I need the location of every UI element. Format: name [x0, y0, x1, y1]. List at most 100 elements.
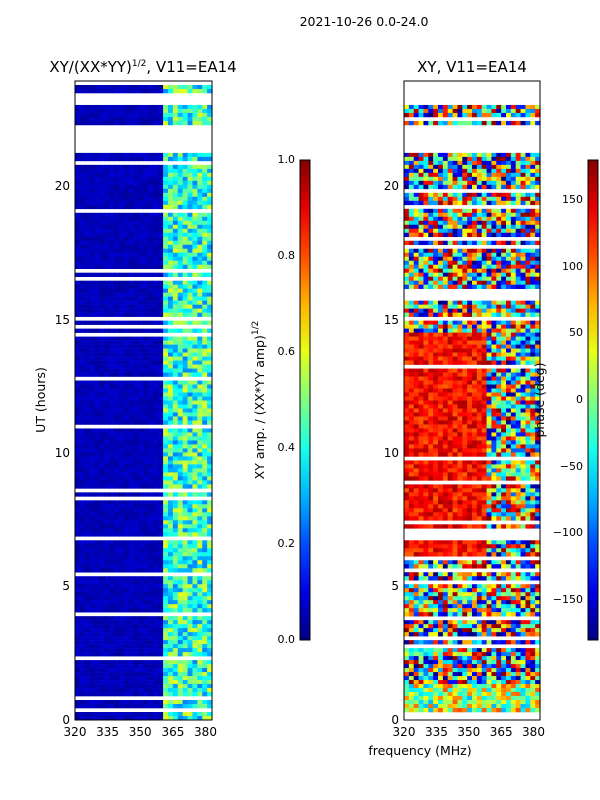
heatmap-cell — [133, 416, 140, 421]
heatmap-cell — [94, 556, 101, 561]
heatmap-cell — [428, 176, 434, 182]
heatmap-cell — [182, 464, 189, 469]
heatmap-cell — [467, 224, 473, 230]
heatmap-cell — [138, 548, 145, 553]
heatmap-cell — [172, 672, 179, 677]
heatmap-cell — [99, 596, 105, 601]
heatmap-cell — [506, 344, 512, 349]
heatmap-cell — [202, 568, 208, 573]
heatmap-cell — [177, 524, 184, 529]
heatmap-cell — [172, 548, 179, 553]
heatmap-cell — [114, 456, 120, 461]
heatmap-cell — [202, 300, 208, 305]
heatmap-cell — [207, 256, 213, 262]
heatmap-cell — [114, 184, 120, 190]
heatmap-cell — [163, 284, 169, 289]
heatmap-cell — [433, 300, 439, 305]
heatmap-cell — [172, 560, 179, 565]
heatmap-cell — [148, 576, 154, 581]
heatmap-cell — [452, 180, 459, 186]
heatmap-cell — [182, 244, 189, 250]
heatmap-cell — [486, 112, 493, 118]
heatmap-cell — [520, 240, 527, 246]
heatmap-cell — [119, 152, 125, 158]
heatmap-cell — [75, 508, 81, 513]
heatmap-cell — [172, 508, 179, 513]
heatmap-cell — [89, 480, 96, 485]
heatmap-cell — [192, 384, 198, 389]
heatmap-cell — [104, 408, 110, 413]
heatmap-cell — [119, 392, 125, 397]
heatmap-cell — [182, 700, 189, 705]
heatmap-cell — [75, 660, 81, 665]
heatmap-cell — [476, 184, 483, 190]
heatmap-cell — [104, 624, 110, 629]
heatmap-cell — [158, 264, 164, 269]
heatmap-cell — [148, 680, 154, 685]
heatmap-cell — [138, 676, 145, 681]
heatmap-cell — [172, 232, 179, 238]
heatmap-cell — [119, 716, 125, 721]
heatmap-cell — [99, 380, 105, 385]
heatmap-cell — [207, 664, 213, 669]
heatmap-cell — [109, 616, 115, 621]
heatmap-cell — [486, 108, 493, 114]
heatmap-cell — [104, 392, 110, 397]
heatmap-cell — [123, 704, 130, 709]
heatmap-cell — [123, 240, 130, 246]
heatmap-cell — [491, 168, 497, 174]
heatmap-cell — [172, 452, 179, 457]
heatmap-cell — [143, 504, 149, 509]
heatmap-cell — [133, 368, 140, 373]
heatmap-cell — [94, 264, 101, 269]
heatmap-cell — [128, 548, 135, 553]
heatmap-cell — [99, 524, 105, 529]
heatmap-cell — [75, 164, 81, 170]
heatmap-cell — [163, 444, 169, 449]
heatmap-cell — [123, 608, 130, 613]
heatmap-cell — [123, 524, 130, 529]
heatmap-cell — [138, 172, 145, 178]
heatmap-cell — [413, 220, 420, 226]
heatmap-cell — [167, 152, 174, 158]
heatmap-cell — [123, 392, 130, 397]
heatmap-cell — [148, 676, 154, 681]
heatmap-cell — [109, 584, 115, 589]
heatmap-cell — [114, 500, 120, 505]
heatmap-cell — [119, 256, 125, 262]
heatmap-cell — [75, 116, 81, 122]
heatmap-cell — [119, 216, 125, 222]
heatmap-cell — [143, 344, 149, 349]
heatmap-cell — [197, 684, 203, 689]
heatmap-cell — [75, 552, 81, 557]
heatmap-cell — [143, 508, 149, 513]
heatmap-cell — [148, 368, 154, 373]
heatmap-cell — [207, 328, 213, 333]
heatmap-cell — [119, 312, 125, 317]
heatmap-cell — [197, 116, 203, 122]
heatmap-cell — [94, 416, 101, 421]
heatmap-cell — [520, 192, 527, 198]
heatmap-cell — [75, 216, 81, 222]
heatmap-cell — [197, 176, 203, 182]
heatmap-cell — [182, 568, 189, 573]
heatmap-cell — [114, 392, 120, 397]
heatmap-cell — [99, 616, 105, 621]
heatmap-cell — [148, 392, 154, 397]
heatmap-cell — [197, 172, 203, 178]
heatmap-cell — [177, 260, 184, 266]
heatmap-cell — [79, 88, 86, 94]
heatmap-cell — [442, 308, 449, 313]
heatmap-cell — [182, 440, 189, 445]
heatmap-cell — [84, 224, 91, 230]
heatmap-cell — [423, 104, 429, 110]
heatmap-cell — [510, 280, 517, 285]
heatmap-cell — [182, 540, 189, 545]
heatmap-cell — [433, 108, 439, 114]
heatmap-cell — [163, 540, 169, 545]
heatmap-cell — [423, 320, 429, 325]
heatmap-cell — [148, 692, 154, 697]
heatmap-cell — [148, 172, 154, 178]
heatmap-cell — [123, 224, 130, 230]
heatmap-cell — [167, 176, 174, 182]
